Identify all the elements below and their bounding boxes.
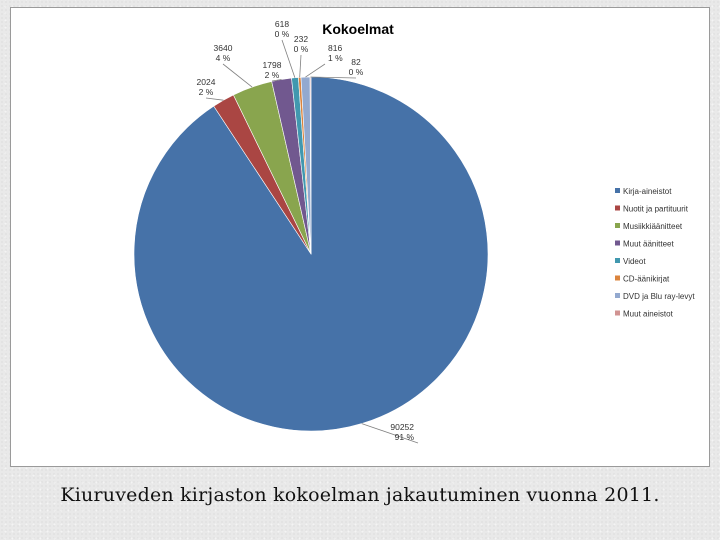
leader-line [299, 54, 302, 78]
data-label-value: 2024 [197, 77, 216, 87]
data-label-percent: 0 % [275, 29, 290, 39]
legend-swatch [615, 240, 620, 246]
data-label-percent: 0 % [294, 44, 309, 54]
leader-line [361, 423, 419, 444]
legend-swatch [615, 310, 620, 316]
legend-label: Muut äänitteet [623, 240, 674, 249]
data-label-value: 3640 [214, 43, 233, 53]
data-label-percent: 4 % [216, 53, 231, 63]
data-label-percent: 1 % [328, 53, 343, 63]
legend-swatch [615, 205, 620, 211]
data-label-percent: 91 % [395, 432, 415, 442]
data-label-percent: 2 % [265, 70, 280, 80]
data-label-value: 618 [275, 19, 289, 29]
chart-frame: 90252 91 % 2024 2 % 3640 4 % 1798 2 % 618 0 % 232 0… [10, 7, 710, 467]
legend-label: Muut aineistot [623, 310, 674, 319]
data-label-value: 82 [351, 57, 361, 67]
data-label-value: 232 [294, 34, 308, 44]
data-label-percent: 0 % [349, 67, 364, 77]
legend-swatch [615, 188, 620, 193]
legend-swatch [615, 293, 620, 298]
legend-label: Videot [623, 257, 646, 266]
data-label-value: 1798 [263, 60, 282, 70]
leader-line [271, 79, 282, 82]
leader-line [305, 63, 326, 78]
legend-swatch [615, 223, 620, 228]
legend-label: DVD ja Blu ray-levyt [623, 292, 695, 301]
leader-line [310, 76, 357, 79]
legend-label: Nuotit ja partituurit [623, 205, 689, 214]
leader-line [205, 97, 224, 101]
legend-swatch [615, 275, 620, 281]
data-label-percent: 2 % [199, 87, 214, 97]
legend-label: Kirja-aineistot [623, 187, 672, 196]
leader-line [281, 39, 296, 78]
legend-label: Musiikkiäänitteet [623, 222, 683, 231]
leader-line [222, 63, 253, 88]
chart-title: Kokoelmat [322, 21, 394, 37]
slide-caption: Kiuruveden kirjaston kokoelman jakautumi… [60, 484, 660, 506]
legend-label: CD-äänikirjat [623, 275, 670, 284]
legend-swatch [615, 258, 620, 263]
data-label-value: 816 [328, 43, 342, 53]
data-label-value: 90252 [390, 422, 414, 432]
